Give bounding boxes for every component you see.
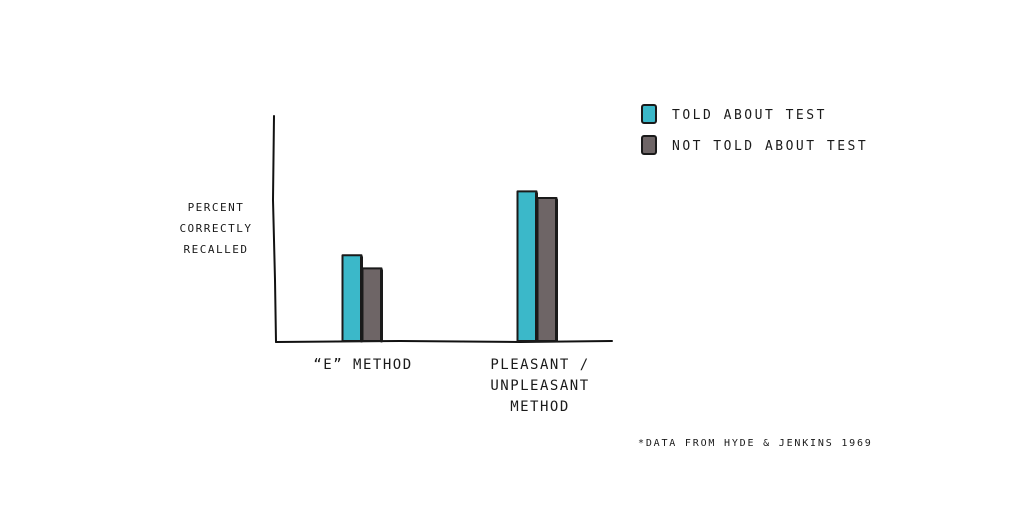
category-label-2: PLEASANT / UNPLEASANT METHOD (490, 357, 589, 415)
y-axis-label-line: RECALLED (184, 243, 249, 256)
bar-told-2 (516, 190, 538, 342)
source-note: *DATA FROM HYDE & JENKINS 1969 (638, 438, 873, 449)
bar-not-told-1 (361, 267, 383, 342)
x-axis-labels: “E” METHOD PLEASANT / UNPLEASANT METHOD (313, 357, 589, 415)
category-label-line: “E” METHOD (313, 357, 412, 373)
legend-swatch-not-told (641, 135, 657, 155)
category-label-line: METHOD (510, 399, 570, 415)
y-axis-label-line: PERCENT (188, 201, 245, 214)
bar-group (341, 190, 558, 343)
chart-axes (271, 115, 613, 344)
legend: TOLD ABOUT TEST NOT TOLD ABOUT TEST (641, 104, 868, 155)
y-axis (271, 115, 277, 343)
category-label-1: “E” METHOD (313, 357, 412, 373)
legend-swatch-told (641, 104, 657, 124)
y-axis-label: PERCENT CORRECTLY RECALLED (179, 201, 252, 256)
bar-told-1 (341, 254, 363, 342)
legend-label-not-told: NOT TOLD ABOUT TEST (672, 139, 868, 154)
x-axis (275, 339, 613, 344)
y-axis-label-line: CORRECTLY (179, 222, 252, 235)
category-label-line: PLEASANT / (490, 357, 589, 373)
bar-not-told-2 (536, 197, 558, 342)
category-label-line: UNPLEASANT (490, 378, 589, 394)
legend-label-told: TOLD ABOUT TEST (672, 108, 827, 123)
